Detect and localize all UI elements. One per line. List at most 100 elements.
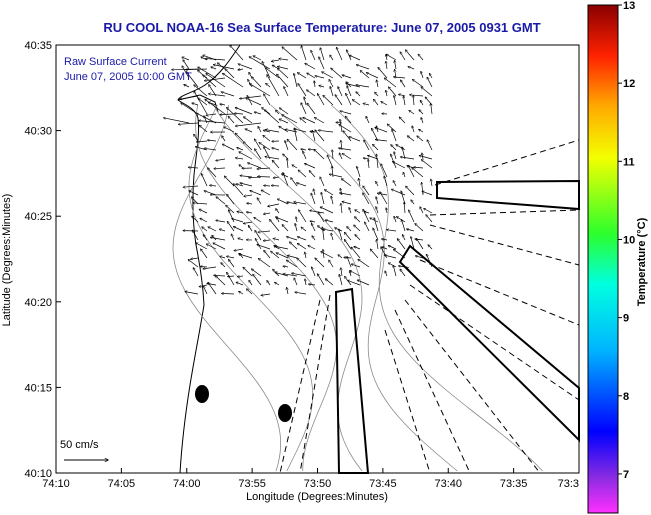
current-vector <box>315 118 325 124</box>
current-vector <box>264 147 271 160</box>
current-vector <box>272 160 280 169</box>
current-vector <box>411 237 415 250</box>
y-axis-label: Latitude (Degrees:Minutes) <box>1 194 13 327</box>
current-vector <box>297 237 307 241</box>
current-vector <box>246 98 262 106</box>
current-vector <box>263 135 271 142</box>
current-vector <box>298 73 307 79</box>
current-vector <box>249 84 271 97</box>
depth-contour <box>270 104 458 472</box>
current-vector <box>339 125 352 133</box>
current-vector <box>365 222 370 232</box>
current-vector <box>412 168 424 178</box>
current-vector <box>382 239 388 240</box>
current-vector <box>216 220 226 223</box>
current-vector <box>339 148 352 151</box>
current-vector <box>411 200 415 205</box>
x-tick-label: 73:45 <box>369 478 397 490</box>
current-vector <box>301 103 307 115</box>
current-vector <box>336 122 343 123</box>
current-vector <box>346 93 352 106</box>
x-tick-label: 73:35 <box>500 478 528 490</box>
current-vector <box>294 74 298 88</box>
current-vectors <box>164 45 432 295</box>
current-vector <box>264 213 271 214</box>
current-vector <box>222 136 226 142</box>
current-vector <box>252 269 262 277</box>
current-vector <box>239 254 253 259</box>
current-vector <box>258 231 271 232</box>
current-vector <box>381 102 388 106</box>
current-vector <box>314 149 325 160</box>
current-vector <box>275 217 289 223</box>
current-vector <box>192 230 199 241</box>
current-vector <box>234 248 244 251</box>
current-vector <box>348 280 361 286</box>
current-vector <box>409 110 415 115</box>
current-vector <box>189 191 199 196</box>
current-vector <box>288 256 298 259</box>
current-vector <box>300 118 307 124</box>
current-vector <box>389 87 397 97</box>
current-vector <box>421 71 424 79</box>
current-vector <box>419 110 424 115</box>
current-vector <box>271 186 280 187</box>
current-vector <box>296 217 297 223</box>
current-vector <box>276 209 280 214</box>
current-vector <box>258 127 262 133</box>
current-vector <box>208 227 217 232</box>
current-vector <box>320 48 325 61</box>
current-vector <box>294 128 298 142</box>
current-vector <box>295 292 307 295</box>
current-vector <box>395 61 397 70</box>
current-vector <box>341 179 352 187</box>
current-vector <box>208 282 217 295</box>
x-tick-label: 74:10 <box>42 478 70 490</box>
current-vector <box>407 229 415 232</box>
current-vector <box>356 85 370 88</box>
current-vector <box>332 150 333 160</box>
current-vector <box>373 144 379 151</box>
current-vector <box>265 157 280 160</box>
current-vector <box>308 246 316 250</box>
current-vector <box>318 212 325 223</box>
current-vector <box>216 158 226 161</box>
current-vector <box>338 255 343 259</box>
current-vector <box>323 229 334 232</box>
colorbar-ticks: 13 12 11 10 9 8 7 <box>618 0 635 481</box>
current-vector <box>400 52 406 61</box>
current-vector <box>331 233 334 241</box>
current-vector <box>191 258 199 259</box>
current-vector <box>331 68 343 79</box>
current-vector <box>234 113 244 114</box>
current-vector <box>305 164 316 169</box>
current-vector <box>210 185 217 186</box>
current-vector <box>204 191 217 196</box>
current-vector <box>192 103 199 106</box>
current-vector <box>279 59 289 60</box>
current-vector <box>255 149 262 160</box>
colorbar-tick-label: 10 <box>623 234 635 246</box>
current-vector <box>431 179 432 187</box>
current-vector <box>301 46 307 61</box>
current-vector <box>220 256 226 258</box>
current-vector <box>239 291 244 295</box>
current-vector <box>349 208 352 214</box>
current-vector <box>342 75 352 79</box>
current-vector <box>374 218 379 232</box>
current-vector <box>197 113 217 124</box>
current-vector <box>310 211 325 214</box>
current-vector <box>321 192 325 205</box>
current-vector <box>403 172 405 178</box>
current-vector <box>394 96 397 106</box>
current-vector <box>216 276 226 286</box>
current-vector <box>254 112 262 115</box>
current-vector <box>313 189 315 196</box>
current-vector <box>200 267 208 268</box>
current-vector <box>330 55 334 61</box>
current-vector <box>257 198 262 205</box>
current-vector <box>278 68 289 79</box>
current-vector <box>193 268 199 277</box>
current-vector <box>368 160 369 169</box>
colorbar-tick-label: 13 <box>623 0 635 12</box>
